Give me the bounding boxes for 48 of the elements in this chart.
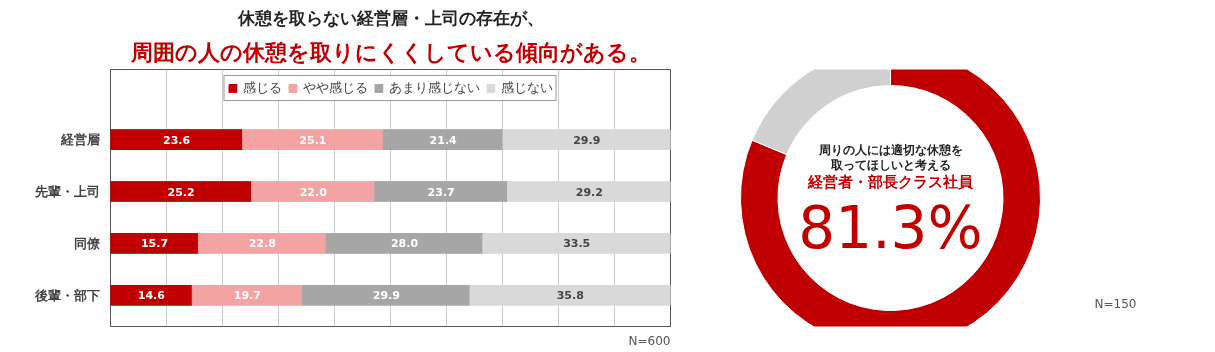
- chart-title: 休憩を取らない経営層・上司の存在が、: [236, 7, 544, 28]
- bar: [191, 284, 304, 306]
- legend-label: 感じない: [500, 79, 553, 97]
- data-label: 25.2: [167, 185, 195, 199]
- bar: [110, 284, 193, 306]
- data-label: 19.7: [233, 289, 261, 303]
- bar: [507, 181, 671, 202]
- text: N=150: [1094, 297, 1137, 312]
- data-label: 21.4: [429, 133, 458, 147]
- data-label: 29.2: [575, 185, 603, 199]
- bar: [197, 233, 327, 254]
- chart-subtitle: 周囲の人の休憩を取りにくくしている傾向がある。: [129, 39, 651, 65]
- text: 周りの人には適切な休憩を: [817, 143, 963, 158]
- bar: [110, 181, 253, 202]
- bar: [242, 129, 384, 150]
- bar: [469, 284, 671, 306]
- text: N=600: [628, 333, 671, 348]
- bar: [382, 129, 504, 150]
- legend-label: あまり感じない: [388, 79, 480, 97]
- bar: [502, 129, 671, 150]
- data-label: 29.9: [372, 289, 400, 303]
- bar: [482, 233, 671, 254]
- bar: [302, 284, 471, 306]
- data-label: 14.6: [137, 289, 166, 303]
- data-label: 28.0: [390, 237, 419, 251]
- bar: [374, 181, 509, 202]
- y-tick-label: 同僚: [73, 235, 101, 251]
- data-label: 23.7: [427, 185, 455, 199]
- bar: [110, 233, 199, 254]
- legend-label: やや感じる: [302, 79, 368, 97]
- data-label: 23.6: [163, 133, 191, 147]
- y-tick-label: 後輩・部下: [33, 287, 100, 303]
- legend-label: 感じる: [242, 79, 282, 97]
- text: 取ってほしいと考える: [829, 157, 951, 172]
- bar: [251, 181, 376, 202]
- data-label: 15.7: [140, 237, 169, 251]
- data-label: 81.3%: [798, 194, 983, 263]
- data-label: 22.0: [299, 185, 328, 199]
- data-label: 35.8: [556, 289, 584, 303]
- bar: [110, 129, 244, 150]
- text: 経営者・部長クラス社員: [807, 172, 974, 191]
- data-label: 22.8: [248, 237, 276, 251]
- data-label: 25.1: [299, 133, 327, 147]
- data-label: 33.5: [563, 237, 591, 251]
- bar: [325, 233, 484, 254]
- data-label: 29.9: [573, 133, 601, 147]
- y-tick-label: 先輩・上司: [33, 184, 100, 200]
- y-tick-label: 経営層: [59, 132, 100, 148]
